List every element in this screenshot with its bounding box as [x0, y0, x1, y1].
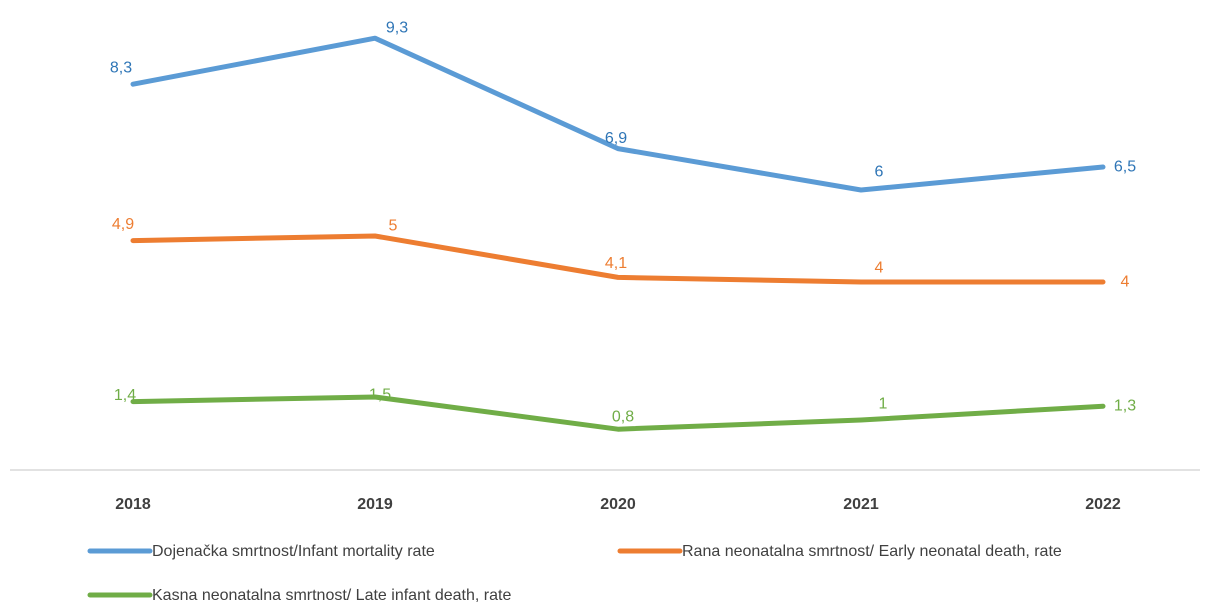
series-lines — [130, 35, 1106, 432]
x-tick-label: 2022 — [1085, 496, 1121, 513]
data-label: 4 — [1121, 274, 1130, 291]
x-tick-labels: 2018 2019 2020 2021 2022 — [115, 496, 1121, 513]
data-label: 1,5 — [369, 387, 391, 404]
legend-label: Dojenačka smrtnost/Infant mortality rate — [152, 543, 435, 560]
data-label: 1,3 — [1114, 398, 1136, 415]
x-tick-label: 2018 — [115, 496, 151, 513]
series-line-3 — [130, 394, 1106, 432]
data-label: 4,9 — [112, 216, 134, 233]
legend-label: Rana neonatalna smrtnost/ Early neonatal… — [682, 543, 1062, 560]
data-label: 6,9 — [605, 130, 627, 147]
legend-label: Kasna neonatalna smrtnost/ Late infant d… — [152, 587, 511, 603]
data-label: 0,8 — [612, 409, 634, 426]
legend-item: Rana neonatalna smrtnost/ Early neonatal… — [617, 543, 1062, 560]
data-label: 4,1 — [605, 255, 627, 272]
data-label: 5 — [389, 218, 398, 235]
x-tick-label: 2019 — [357, 496, 393, 513]
data-label: 4 — [875, 260, 884, 277]
legend-item: Kasna neonatalna smrtnost/ Late infant d… — [87, 587, 511, 603]
data-label: 8,3 — [110, 60, 132, 77]
series-line-1 — [130, 35, 1106, 193]
series-line-2 — [130, 233, 1106, 285]
data-label: 1 — [879, 396, 888, 413]
x-tick-label: 2021 — [843, 496, 879, 513]
legend: Dojenačka smrtnost/Infant mortality rate… — [87, 543, 1062, 603]
legend-item: Dojenačka smrtnost/Infant mortality rate — [87, 543, 435, 560]
data-label: 9,3 — [386, 20, 408, 37]
data-labels: 8,3 9,3 6,9 6 6,5 4,9 5 4,1 4 4 1,4 1,5 0,8 1 1,3 — [110, 20, 1136, 426]
data-label: 1,4 — [114, 387, 136, 404]
x-tick-label: 2020 — [600, 496, 636, 513]
data-label: 6,5 — [1114, 159, 1136, 176]
data-label: 6 — [875, 164, 884, 181]
